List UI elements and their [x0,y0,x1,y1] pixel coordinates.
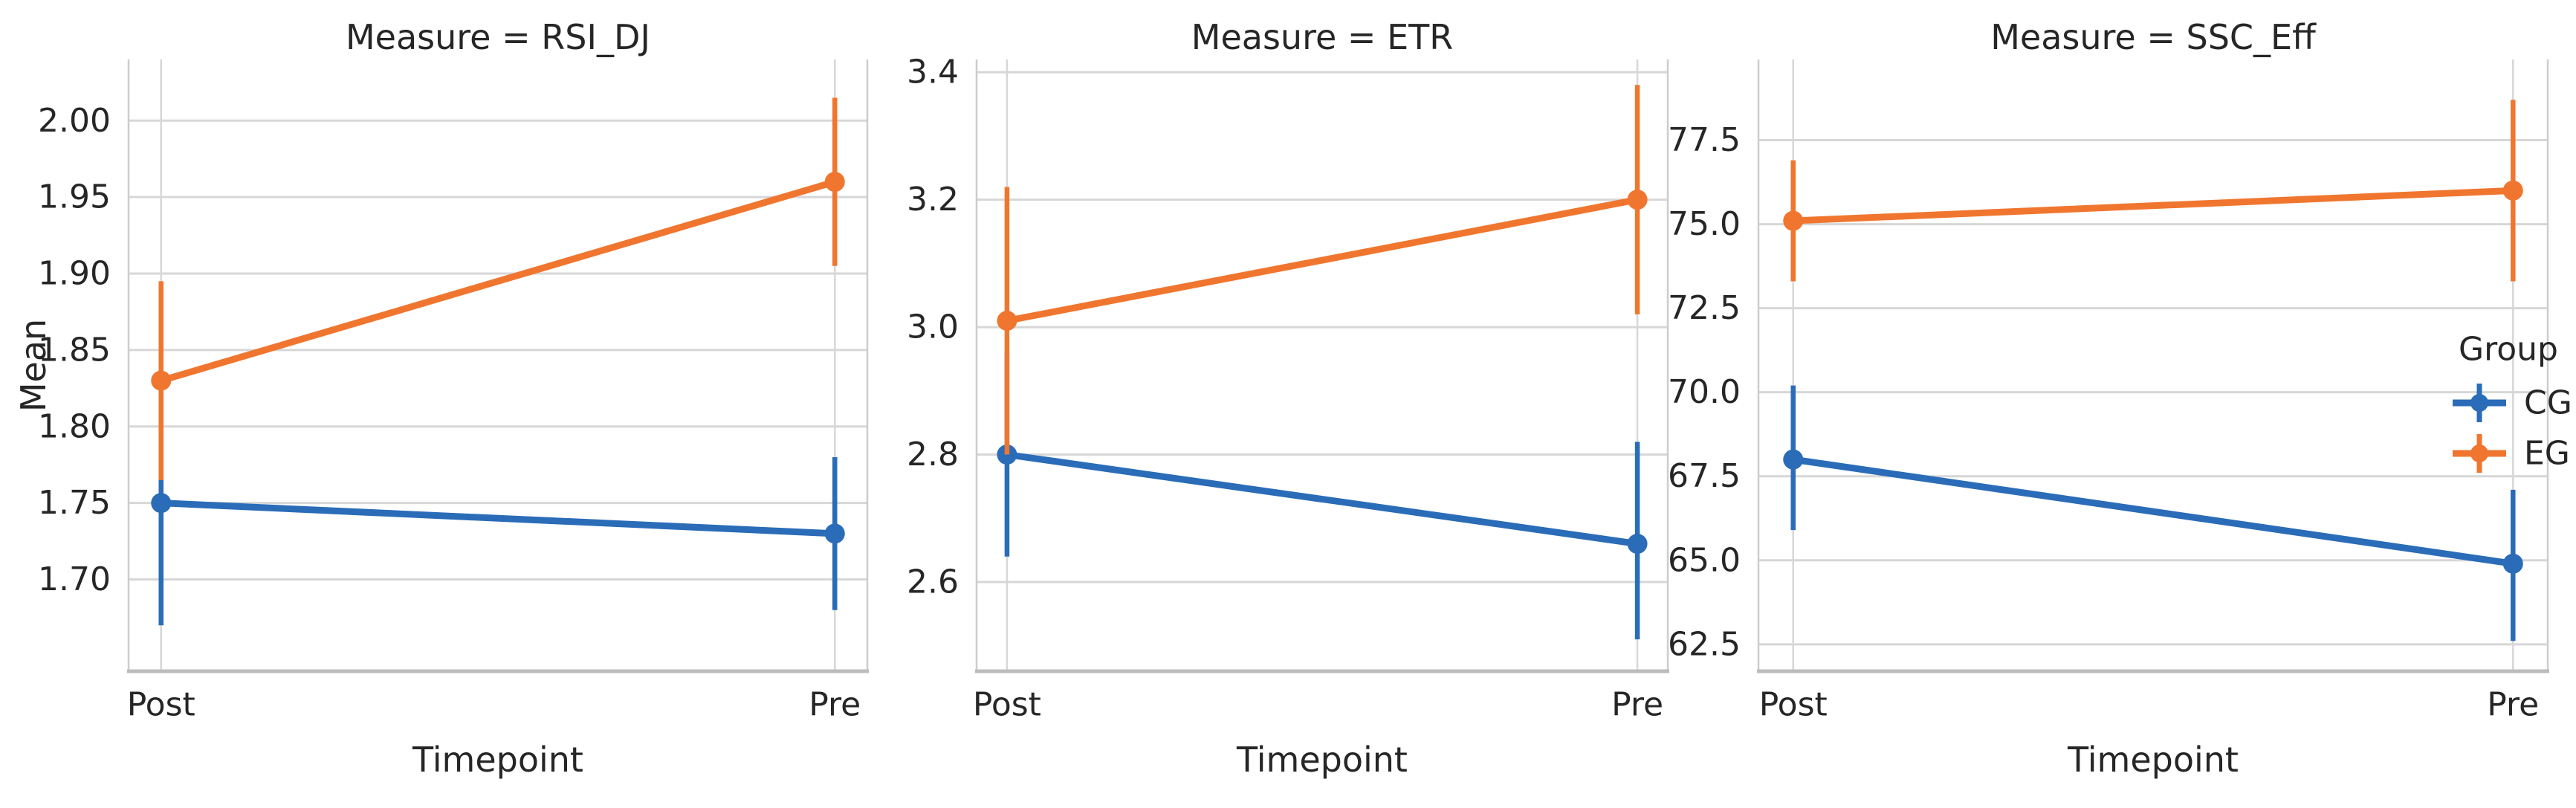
data-point [1783,449,1804,470]
y-tick-label: 1.85 [38,331,111,369]
series-eg [997,85,1648,455]
y-tick-label: 75.0 [1668,205,1741,243]
panel-title: Measure = RSI_DJ [346,17,650,57]
data-point [2502,180,2523,201]
series-cg [997,352,1648,640]
facet-panel: Measure = RSI_DJ 2.00 1.95 1.90 1.85 1.80 1.75… [13,17,869,780]
y-tick-label: 1.80 [38,407,111,445]
y-tick-label: 3.2 [907,181,959,219]
x-axis-label: Timepoint [412,740,583,780]
y-tick-label: 1.70 [38,560,111,598]
y-tick-label: 77.5 [1668,121,1741,159]
data-point [1627,190,1648,210]
series-eg [151,97,845,480]
data-point [2502,553,2523,574]
y-tick-label: 2.8 [907,436,959,474]
y-tick-label: 65.0 [1668,541,1741,579]
legend: Group CG EG [2453,331,2572,473]
series-line [161,500,835,537]
data-point [824,523,845,544]
legend-point [2470,394,2488,412]
facet-panel: Measure = SSC_Eff 77.5 75.0 72.5 70.0 67.5 65.… [1668,17,2549,780]
facet-panel: Measure = ETR 3.4 3.2 3.0 2.8 2.6 Post Pre Timep… [907,17,1669,780]
series-line [1793,456,2514,567]
series-line [1793,187,2514,224]
legend-label: CG [2524,384,2572,422]
data-point [151,370,172,391]
legend-title: Group [2459,331,2558,369]
series-line [1006,196,1638,324]
y-tick-label: 3.4 [907,54,959,91]
y-tick-label: 1.95 [38,178,111,216]
y-tick-label: 70.0 [1668,373,1741,411]
legend-point [2470,445,2488,462]
data-point [997,310,1017,331]
y-tick-label: 2.6 [907,563,959,601]
legend-entry-eg: EG [2453,434,2570,473]
data-point [1627,534,1648,555]
x-tick-label: Post [1759,686,1828,724]
y-axis-label: Mean [13,319,54,412]
panel-title: Measure = SSC_Eff [1990,17,2317,57]
x-axis-label: Timepoint [2067,740,2239,780]
y-tick-label: 3.0 [907,308,959,346]
data-point [824,172,845,193]
legend-label: EG [2524,435,2570,473]
data-point [151,493,172,514]
x-tick-label: Post [973,686,1041,724]
series-cg [1783,385,2523,641]
x-tick-label: Post [127,686,195,724]
y-tick-label: 2.00 [38,102,111,140]
y-tick-label: 1.75 [38,484,111,522]
series-line [1006,451,1638,547]
y-tick-label: 1.90 [38,255,111,293]
x-tick-label: Pre [809,686,861,724]
series-line [160,178,836,384]
y-tick-label: 67.5 [1668,457,1741,495]
x-tick-label: Pre [2487,686,2539,724]
series-eg [1783,100,2523,282]
data-point [1783,210,1804,231]
panel-title: Measure = ETR [1191,17,1453,57]
x-axis-label: Timepoint [1236,740,1408,780]
y-tick-label: 72.5 [1668,289,1741,327]
y-tick-label: 62.5 [1668,625,1741,663]
x-tick-label: Pre [1611,686,1663,724]
legend-entry-cg: CG [2453,384,2572,422]
